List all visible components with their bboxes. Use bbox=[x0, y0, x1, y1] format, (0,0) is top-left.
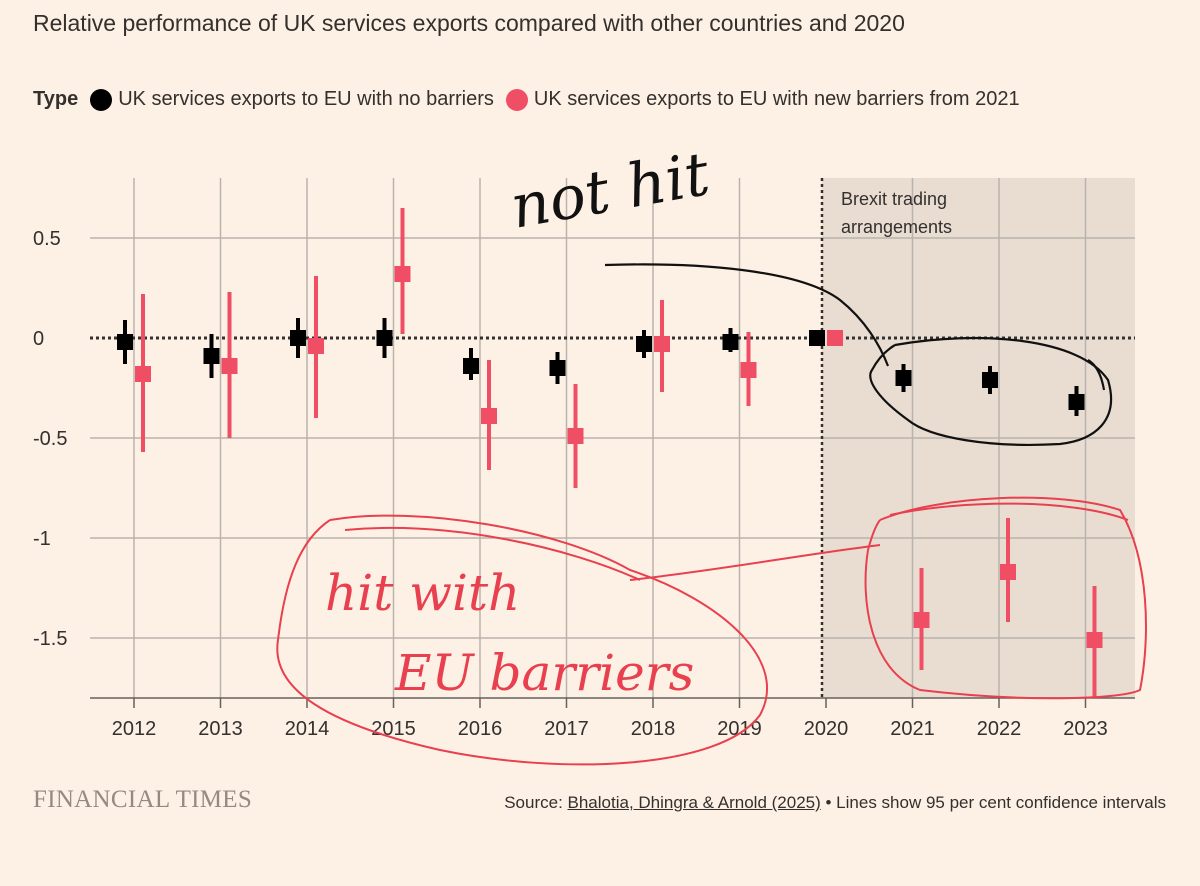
black-circle-stroke bbox=[869, 336, 1113, 446]
point-marker bbox=[117, 334, 133, 350]
legend: Type UK services exports to EU with no b… bbox=[33, 88, 1032, 111]
handwritten-eu-barriers: EU barriers bbox=[394, 644, 694, 702]
ft-logo: FINANCIAL TIMES bbox=[33, 786, 253, 813]
handwritten-hit-with: hit with bbox=[325, 564, 520, 622]
point-marker bbox=[376, 330, 393, 346]
point-marker bbox=[308, 338, 324, 354]
x-tick-label: 2012 bbox=[112, 718, 157, 740]
chart-title: Relative performance of UK services expo… bbox=[33, 10, 905, 36]
legend-item-new-barriers: UK services exports to EU with new barri… bbox=[505, 88, 1020, 111]
point-marker bbox=[1068, 394, 1085, 410]
legend-swatch-black bbox=[90, 88, 113, 111]
point-marker bbox=[481, 408, 497, 424]
point-marker bbox=[913, 612, 930, 628]
point-marker bbox=[740, 362, 757, 378]
shaded-label-line1: Brexit trading bbox=[841, 189, 947, 209]
point-marker bbox=[982, 372, 998, 388]
point-marker bbox=[1086, 632, 1103, 648]
legend-type-label: Type bbox=[33, 88, 79, 110]
point-marker bbox=[463, 358, 479, 374]
point-marker bbox=[394, 266, 411, 282]
point-marker bbox=[203, 348, 220, 364]
source-link[interactable]: Bhalotia, Dhingra & Arnold (2025) bbox=[567, 793, 821, 812]
y-axis: 0.5 0 -0.5 -1 -1.5 bbox=[33, 228, 67, 650]
source-prefix: Source: bbox=[504, 793, 568, 812]
red-right-circle-inner bbox=[889, 502, 1129, 521]
legend-item-no-barriers: UK services exports to EU with no barrie… bbox=[90, 88, 494, 111]
point-marker bbox=[827, 330, 843, 346]
legend-swatch-red bbox=[505, 88, 528, 111]
x-tick-label: 2016 bbox=[458, 718, 503, 740]
x-axis: 2012 2013 2014 2015 2016 2017 2018 2019 2020 2021… bbox=[90, 697, 1135, 740]
x-tick-label: 2018 bbox=[631, 718, 676, 740]
legend-label-new-barriers: UK services exports to EU with new barri… bbox=[533, 88, 1020, 110]
x-tick-label: 2017 bbox=[544, 718, 589, 740]
x-tick-label: 2021 bbox=[890, 718, 935, 740]
x-tick-label: 2013 bbox=[198, 718, 243, 740]
y-tick-label: 0.5 bbox=[33, 228, 61, 250]
red-circle-stroke bbox=[276, 514, 768, 766]
red-right-circle bbox=[864, 496, 1147, 700]
y-tick-label: 0 bbox=[33, 328, 44, 350]
red-circle-inner bbox=[344, 527, 641, 581]
point-marker bbox=[221, 358, 238, 374]
point-marker bbox=[636, 336, 652, 352]
point-marker bbox=[809, 330, 825, 346]
y-tick-label: -1 bbox=[33, 528, 51, 550]
x-tick-label: 2019 bbox=[717, 718, 762, 740]
source-suffix: • Lines show 95 per cent confidence inte… bbox=[820, 793, 1167, 812]
black-circle-tail bbox=[1087, 359, 1106, 391]
handwritten-not-hit: not hit bbox=[505, 139, 715, 243]
data-marks bbox=[117, 208, 1103, 698]
point-marker bbox=[290, 330, 306, 346]
red-link-stroke bbox=[629, 544, 881, 581]
x-tick-label: 2014 bbox=[285, 718, 330, 740]
y-tick-label: -0.5 bbox=[33, 428, 67, 450]
point-marker bbox=[549, 360, 566, 376]
x-tick-label: 2022 bbox=[977, 718, 1022, 740]
point-marker bbox=[895, 370, 912, 386]
point-marker bbox=[722, 334, 739, 350]
x-tick-label: 2023 bbox=[1063, 718, 1108, 740]
point-marker bbox=[1000, 564, 1016, 580]
x-tick-label: 2015 bbox=[371, 718, 416, 740]
point-marker bbox=[567, 428, 584, 444]
shaded-label-line2: arrangements bbox=[841, 217, 952, 237]
point-marker bbox=[654, 336, 670, 352]
black-arrow-stroke bbox=[604, 263, 890, 367]
x-tick-label: 2020 bbox=[804, 718, 849, 740]
source-line: Source: Bhalotia, Dhingra & Arnold (2025… bbox=[504, 793, 1166, 813]
point-marker bbox=[135, 366, 151, 382]
y-tick-label: -1.5 bbox=[33, 628, 67, 650]
legend-label-no-barriers: UK services exports to EU with no barrie… bbox=[118, 88, 494, 110]
